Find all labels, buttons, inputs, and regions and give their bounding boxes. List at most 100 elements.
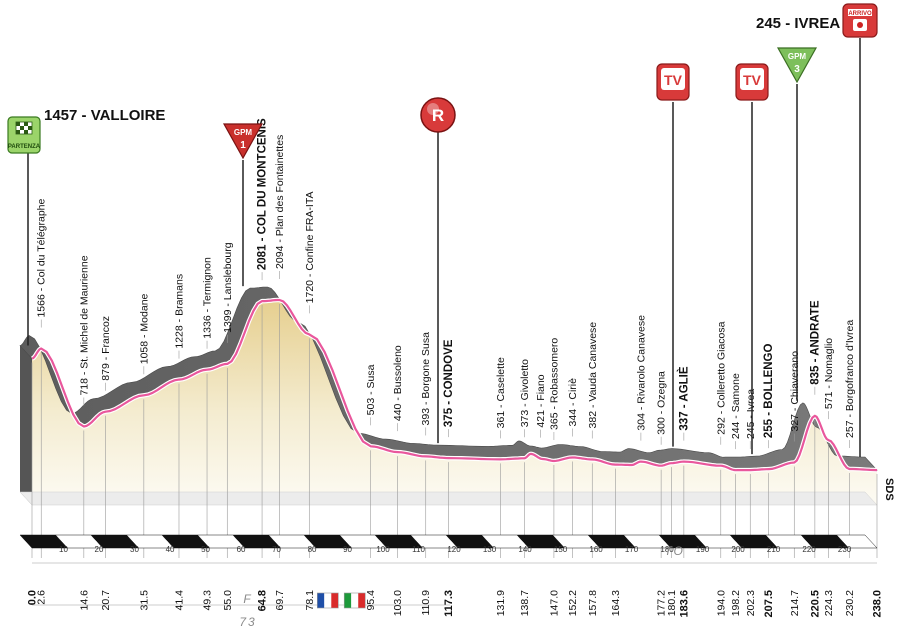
- place-label: 1058 - Modane: [138, 293, 150, 364]
- km-label: 14.6: [78, 590, 90, 611]
- km-label: 183.6: [678, 590, 690, 618]
- distance-tick-label: 230: [838, 545, 852, 554]
- distance-tick-label: 70: [272, 545, 281, 554]
- place-label: 1399 - Lanslebourg: [222, 242, 234, 333]
- place-label: 255 - BOLLENGO: [763, 344, 775, 439]
- relief-side: [20, 345, 32, 505]
- distance-tick-label: 190: [696, 545, 710, 554]
- place-label: 244 - Samone: [730, 373, 742, 439]
- gpm-green-icon: GPM 3: [776, 47, 818, 84]
- place-label: 344 - Ciriè: [567, 378, 579, 427]
- km-label: 224.3: [823, 590, 835, 616]
- gpm-category: 1: [240, 140, 246, 151]
- place-labels: 0.02.6 14.6 20.7 31.5 41.4 49.3 55.0 64.8 69.7 78…: [27, 118, 896, 629]
- place-label: 257 - Borgofranco d'Ivrea: [844, 320, 856, 438]
- place-label: 1566 - Col du Télégraphe: [36, 198, 48, 317]
- distance-tick-label: 170: [625, 545, 639, 554]
- place-label: 327 - Chiaverano: [789, 351, 801, 432]
- km-label: 177.2: [656, 590, 668, 616]
- tv-icon: TV: [656, 63, 690, 101]
- place-label: 304 - Rivarolo Canavese: [635, 315, 647, 431]
- finish-sds-label: SDS: [883, 478, 895, 501]
- distance-tick-label: 210: [767, 545, 781, 554]
- distance-tick-label: 100: [376, 545, 390, 554]
- km-label: 69.7: [274, 590, 286, 611]
- distance-tick-label: 50: [201, 545, 210, 554]
- km-label: 207.5: [763, 590, 775, 618]
- km-label: 198.2: [730, 590, 742, 616]
- distance-tick-label: 200: [731, 545, 745, 554]
- place-label: 503 - Susa: [365, 364, 377, 415]
- relief-face: [32, 300, 877, 505]
- province-label: TO: [664, 544, 684, 558]
- distance-tick-label: 20: [95, 545, 104, 554]
- place-label: 245 - Ivrea: [745, 389, 757, 439]
- distance-tick-label: 140: [518, 545, 532, 554]
- finish-title: 245 - IVREA: [756, 15, 840, 32]
- distance-tick-label: 10: [59, 545, 68, 554]
- start-flag-icon: PARTENZA: [7, 116, 41, 154]
- km-label: 238.0: [872, 590, 884, 618]
- place-label: 2081 - COL DU MONTCENIS: [257, 118, 269, 270]
- profile-markers: PARTENZA GPM 1 R TV TV GPM 3 ARRIVO: [7, 3, 878, 609]
- gpm-label: GPM: [234, 128, 253, 137]
- tv-icon: TV: [735, 63, 769, 101]
- place-label: 300 - Ozegna: [656, 371, 668, 435]
- place-label: 1228 - Bramans: [173, 274, 185, 349]
- km-label: 214.7: [789, 590, 801, 616]
- distance-tick-label: 160: [589, 545, 603, 554]
- km-label: 41.4: [173, 590, 185, 611]
- place-label: 337 - AGLIÈ: [677, 366, 690, 430]
- distance-axis: 10 20 30 40 50 60 70 80 90 100 110 120 130 140 150 160 1…: [19, 534, 878, 606]
- distance-tick-label: 220: [802, 545, 816, 554]
- place-label: 2094 - Plan des Fontainettes: [274, 135, 286, 269]
- km-label: 131.9: [495, 590, 507, 616]
- gpm-label: GPM: [788, 52, 807, 61]
- road-layer: [30, 297, 878, 473]
- feed-zone-icon: R: [420, 97, 456, 133]
- distance-tick-label: 150: [554, 545, 568, 554]
- place-label: 421 - Fiano: [535, 374, 547, 427]
- finish-badge-label: ARRIVO: [848, 11, 872, 17]
- province-label: 73: [239, 615, 256, 629]
- km-label: 0.0: [27, 590, 39, 605]
- start-badge-label: PARTENZA: [8, 144, 41, 150]
- place-label: 365 - Robassomero: [548, 338, 560, 430]
- place-label: 375 - CONDOVE: [443, 339, 455, 427]
- place-label: 292 - Colleretto Giacosa: [715, 321, 727, 434]
- km-label: 103.0: [392, 590, 404, 616]
- distance-tick-label: 90: [343, 545, 352, 554]
- place-label: 361 - Caselette: [495, 357, 507, 428]
- km-label: 20.7: [100, 590, 112, 611]
- distance-ruler-segment: [836, 534, 878, 549]
- feed-zone-label: R: [432, 106, 444, 125]
- km-label: 110.9: [420, 590, 432, 616]
- distance-tick-label: 180: [660, 545, 674, 554]
- km-label: 202.3: [745, 590, 757, 616]
- place-label: 440 - Bussoleno: [392, 345, 404, 421]
- km-label: 78.1: [304, 590, 316, 611]
- km-label: 64.8: [257, 590, 269, 611]
- km-label: 220.5: [809, 590, 821, 618]
- tv-label: TV: [743, 72, 762, 88]
- tv-label: TV: [664, 72, 683, 88]
- place-label: 718 - St. Michel de Maurienne: [78, 255, 90, 395]
- finish-flag-icon: ARRIVO: [842, 3, 878, 38]
- km-label: 194.0: [715, 590, 727, 616]
- km-label: 180.1: [666, 590, 678, 616]
- km-label: 2.6: [36, 590, 48, 605]
- guide-lines: [31, 270, 878, 558]
- place-label: 571 - Nomaglio: [823, 338, 835, 409]
- distance-tick-label: 80: [308, 545, 317, 554]
- gpm-category: 3: [794, 64, 800, 75]
- distance-tick-label: 30: [130, 545, 139, 554]
- km-label: 55.0: [222, 590, 234, 611]
- italy-flag-icon: [343, 592, 366, 609]
- km-label: 31.5: [138, 590, 150, 611]
- km-label: 157.8: [587, 590, 599, 616]
- place-label: 382 - Vauda Canavese: [587, 322, 599, 429]
- km-label: 230.2: [844, 590, 856, 616]
- gpm-red-icon: GPM 1: [222, 123, 264, 160]
